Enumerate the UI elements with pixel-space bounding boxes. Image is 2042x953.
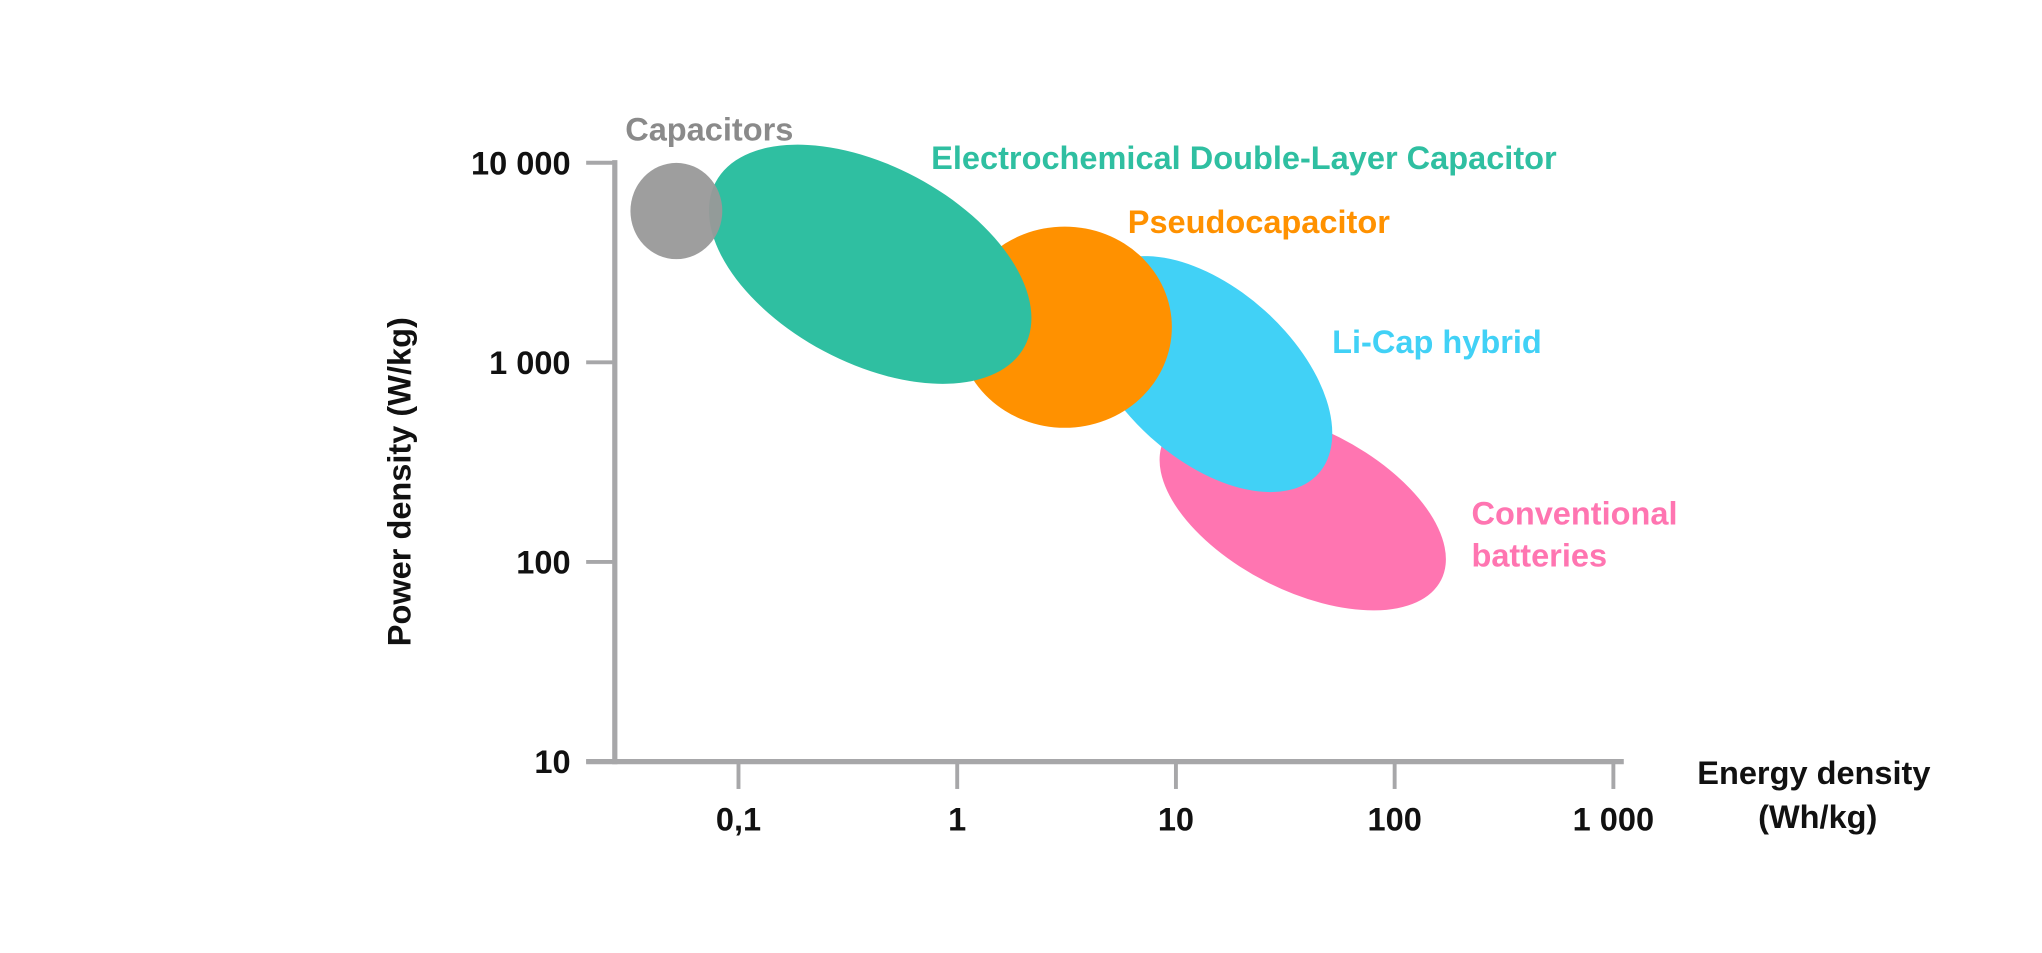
- x-axis-title-line2: (Wh/kg): [1758, 799, 1877, 835]
- x-axis-title-line1: Energy density: [1697, 755, 1930, 791]
- y-tick-label: 10 000: [471, 145, 571, 181]
- y-tick-label: 1 000: [489, 345, 570, 381]
- x-tick-label: 10: [1158, 802, 1194, 838]
- region-electrochemical-double-layer-capacitor: [708, 144, 1032, 384]
- region-label-li-cap-hybrid: Li-Cap hybrid: [1332, 324, 1542, 360]
- x-tick-label: 100: [1368, 802, 1422, 838]
- region-label-conventional-batteries: batteries: [1471, 537, 1607, 573]
- x-tick-label: 1 000: [1573, 802, 1654, 838]
- region-label-electrochemical-double-layer-capacitor: Electrochemical Double-Layer Capacitor: [931, 140, 1557, 176]
- region-label-conventional-batteries: Conventional: [1471, 496, 1677, 532]
- y-tick-label: 100: [516, 545, 570, 581]
- y-axis-title: Power density (W/kg): [381, 317, 417, 646]
- x-tick-label: 0,1: [716, 802, 761, 838]
- region-capacitors: [630, 162, 723, 260]
- axes: [586, 160, 1624, 765]
- region-label-pseudocapacitor: Pseudocapacitor: [1128, 204, 1390, 240]
- ticks: 0,1 1 10 100 1 000 10 100 1 000 10 000: [471, 145, 1654, 837]
- region-label-capacitors: Capacitors: [625, 112, 793, 148]
- regions-layer: [630, 144, 1446, 611]
- x-tick-label: 1: [948, 802, 966, 838]
- y-tick-label: 10: [534, 744, 570, 780]
- region-labels: Conventional batteries Li-Cap hybrid Pseudo…: [625, 112, 1677, 574]
